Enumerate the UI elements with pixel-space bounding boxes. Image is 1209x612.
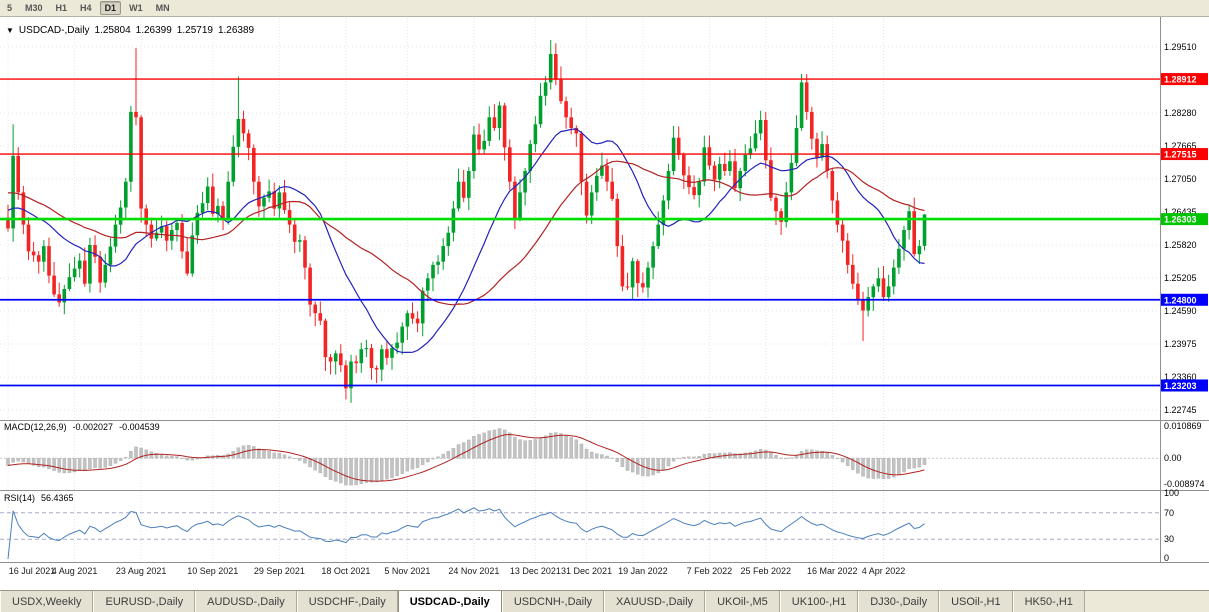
date-tick-label: 18 Oct 2021 [321,566,370,576]
date-tick-label: 16 Mar 2022 [807,566,858,576]
rsi-axis-label: 30 [1164,534,1174,544]
macd-histogram [6,428,927,486]
timeframe-button-d1[interactable]: D1 [99,1,122,15]
date-tick-label: 29 Sep 2021 [254,566,305,576]
rsi-levels [0,512,1160,540]
price-tick-label: 1.23975 [1164,339,1197,349]
price-tick-label: 1.25820 [1164,240,1197,250]
date-tick-label: 13 Dec 2021 [510,566,561,576]
price-badge-label: 1.28912 [1164,75,1197,85]
rsi-line [7,507,925,560]
timeframe-button-mn[interactable]: MN [155,3,170,13]
price-tick-label: 1.27665 [1164,141,1197,151]
tab-eurusd-daily[interactable]: EURUSD-,Daily [93,591,196,612]
macd-signal-line [7,433,925,482]
date-tick-label: 5 Nov 2021 [384,566,430,576]
ma-fast-line [7,128,925,353]
timeframe-toolbar: 5 M30 H1 H4 D1 W1 MN [0,0,1209,17]
rsi-axis-label: 100 [1164,488,1179,498]
timeframe-button-h1[interactable]: H1 [55,3,68,13]
rsi-axis-label: 0 [1164,553,1169,563]
price-tick-label: 1.29510 [1164,42,1197,52]
date-tick-label: 23 Aug 2021 [116,566,167,576]
chart-area[interactable]: 1.29510 1.28280 1.27665 1.27050 1.26435 1.258… [0,17,1209,590]
price-badges: 1.28912 1.27515 1.26303 1.24800 1.23203 [1161,73,1208,392]
date-tick-label: 31 Dec 2021 [561,566,612,576]
price-badge-label: 1.26303 [1164,215,1197,225]
date-tick-label: 7 Feb 2022 [687,566,733,576]
date-tick-label: 4 Aug 2021 [52,566,98,576]
macd-axis-label: 0.00 [1164,453,1182,463]
price-badge-label: 1.27515 [1164,150,1197,160]
macd-axis-label: 0.010869 [1164,421,1202,431]
tab-usdcnh-daily[interactable]: USDCNH-,Daily [501,591,605,612]
price-badge-label: 1.24800 [1164,295,1197,305]
timeframe-button-5[interactable]: 5 [7,3,13,13]
macd-axis-label: -0.008974 [1164,479,1205,489]
price-tick-label: 1.25205 [1164,273,1197,283]
tab-dj30-daily[interactable]: DJ30-,Daily [858,591,940,612]
date-tick-label: 10 Sep 2021 [187,566,238,576]
price-badge-label: 1.23203 [1164,381,1197,391]
timeframe-button-w1[interactable]: W1 [129,3,143,13]
timeframe-button-h4[interactable]: H4 [80,3,92,13]
price-tick-label: 1.26435 [1164,207,1197,217]
date-tick-label: 24 Nov 2021 [448,566,499,576]
price-tick-label: 1.27050 [1164,174,1197,184]
candles-layer [6,40,927,403]
timeframe-button-m30[interactable]: M30 [25,3,43,13]
tab-usdcad-daily[interactable]: USDCAD-,Daily [397,591,502,612]
price-tick-label: 1.28280 [1164,108,1197,118]
ma-slow-line [7,160,925,306]
date-tick-label: 19 Jan 2022 [618,566,668,576]
rsi-axis-label: 70 [1164,508,1174,518]
tab-usdx-weekly[interactable]: USDX,Weekly [0,591,94,612]
price-tick-label: 1.23360 [1164,372,1197,382]
date-tick-label: 25 Feb 2022 [740,566,791,576]
grid-layer [0,18,1160,562]
tab-ukoil-m5[interactable]: UKOil-,M5 [705,591,780,612]
price-axis[interactable]: 1.29510 1.28280 1.27665 1.27050 1.26435 1.258… [1164,42,1205,563]
tab-audusd-daily[interactable]: AUDUSD-,Daily [195,591,297,612]
tab-usoil-h1[interactable]: USOil-,H1 [939,591,1013,612]
tab-usdchf-daily[interactable]: USDCHF-,Daily [296,591,398,612]
chart-tabs-bar: USDX,Weekly EURUSD-,Daily AUDUSD-,Daily USD… [0,590,1209,612]
tab-bar-filler [1084,591,1209,612]
tab-hk50-h1[interactable]: HK50-,H1 [1012,591,1085,612]
price-tick-label: 1.22745 [1164,405,1197,415]
tab-uk100-h1[interactable]: UK100-,H1 [779,591,859,612]
chart-canvas[interactable]: 1.29510 1.28280 1.27665 1.27050 1.26435 1.258… [0,17,1209,590]
price-tick-label: 1.24590 [1164,306,1197,316]
date-tick-label: 16 Jul 2021 [9,566,56,576]
date-tick-label: 4 Apr 2022 [862,566,906,576]
tab-xauusd-daily[interactable]: XAUUSD-,Daily [604,591,706,612]
